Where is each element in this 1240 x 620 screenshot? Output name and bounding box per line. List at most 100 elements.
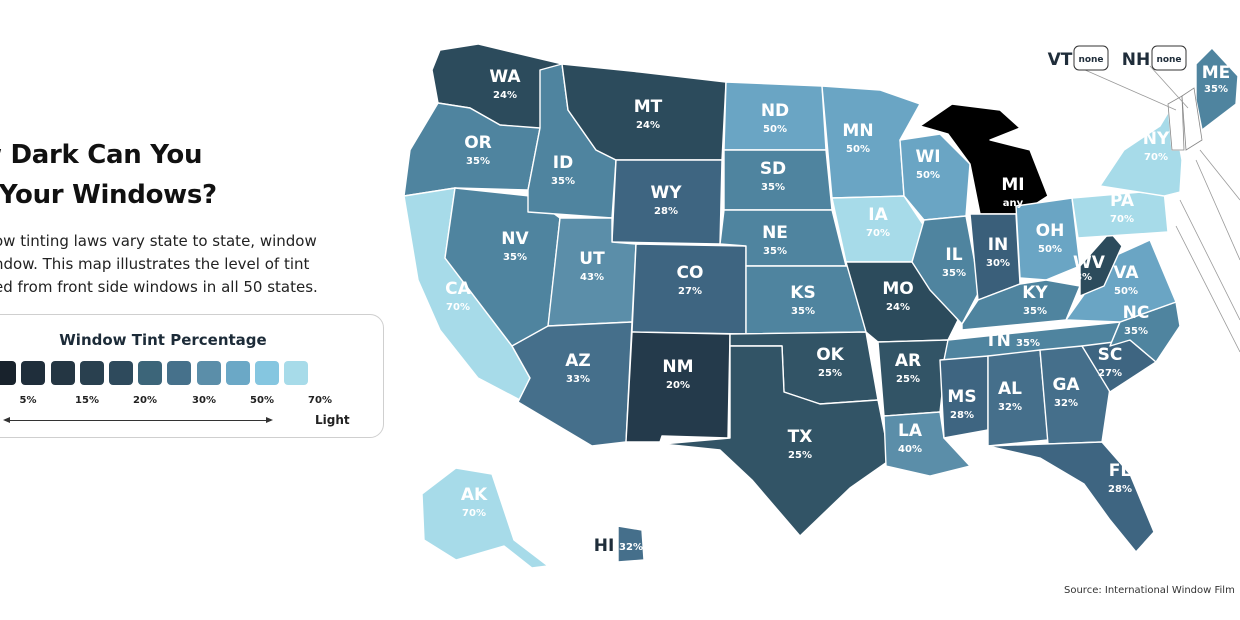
label-nd: ND bbox=[761, 101, 789, 121]
value-co: 27% bbox=[678, 286, 702, 297]
label-tn: TN bbox=[985, 331, 1011, 351]
value-al: 32% bbox=[998, 402, 1022, 413]
ne-leader-2 bbox=[1195, 159, 1240, 261]
legend-label-70: 70% bbox=[308, 395, 332, 406]
legend-light-label: Light bbox=[315, 413, 350, 427]
value-fl: 28% bbox=[1108, 484, 1132, 495]
value-vt: none bbox=[1078, 55, 1103, 65]
label-ky: KY bbox=[1022, 283, 1048, 303]
value-wv: 28% bbox=[1068, 272, 1092, 283]
value-mt: 24% bbox=[636, 120, 660, 131]
label-id: ID bbox=[553, 153, 573, 173]
label-co: CO bbox=[677, 263, 704, 283]
vt-leader bbox=[1075, 65, 1177, 111]
legend-swatch bbox=[196, 361, 221, 385]
state-la bbox=[883, 411, 971, 477]
title-line-1: w Dark Can You bbox=[0, 140, 203, 170]
value-sd: 35% bbox=[761, 182, 785, 193]
nh-callout: NH none bbox=[1122, 45, 1187, 71]
legend-swatch bbox=[225, 361, 250, 385]
value-tn: 35% bbox=[1016, 338, 1040, 349]
value-ut: 43% bbox=[580, 272, 604, 283]
value-tx: 25% bbox=[788, 450, 812, 461]
state-ky bbox=[961, 279, 1081, 331]
value-va: 50% bbox=[1114, 286, 1138, 297]
nh-leader bbox=[1149, 65, 1189, 109]
state-fl bbox=[987, 441, 1155, 553]
vt-outline bbox=[1167, 95, 1185, 151]
legend-swatch bbox=[284, 361, 309, 385]
legend-swatch bbox=[50, 361, 75, 385]
legend-swatch bbox=[167, 361, 192, 385]
label-me: ME bbox=[1202, 63, 1231, 83]
value-nd: 50% bbox=[763, 124, 787, 135]
ne-leader-4 bbox=[1175, 225, 1240, 353]
label-ca: CA bbox=[445, 279, 471, 299]
label-az: AZ bbox=[565, 351, 590, 371]
label-wa: WA bbox=[489, 67, 521, 87]
nh-outline bbox=[1181, 87, 1203, 151]
state-tx bbox=[661, 345, 891, 537]
legend-label-20: 20% bbox=[133, 395, 157, 406]
state-pa bbox=[1071, 189, 1169, 239]
label-fl: FL bbox=[1109, 461, 1132, 481]
label-in: IN bbox=[988, 235, 1009, 255]
legend-label-15: 15% bbox=[75, 395, 99, 406]
label-al: AL bbox=[998, 379, 1022, 399]
label-nv: NV bbox=[501, 229, 529, 249]
legend-label-5: 5% bbox=[19, 395, 37, 406]
state-hi bbox=[617, 525, 645, 563]
legend-swatch bbox=[21, 361, 46, 385]
value-nh: none bbox=[1156, 55, 1181, 65]
value-ak: 70% bbox=[462, 508, 486, 519]
value-ia: 70% bbox=[866, 228, 890, 239]
vt-callout: VT none bbox=[1048, 45, 1109, 71]
state-ak bbox=[421, 467, 549, 569]
label-ga: GA bbox=[1052, 375, 1080, 395]
value-nm: 20% bbox=[666, 380, 690, 391]
label-ms: MS bbox=[947, 387, 976, 407]
state-oh bbox=[1015, 197, 1081, 281]
value-mo: 24% bbox=[886, 302, 910, 313]
hi-callout: HI 32% bbox=[594, 536, 643, 556]
description-line-1: ow tinting laws vary state to state, win… bbox=[0, 232, 317, 250]
value-pa: 70% bbox=[1110, 214, 1134, 225]
value-la: 40% bbox=[898, 444, 922, 455]
state-mi bbox=[919, 103, 1049, 215]
value-wa: 24% bbox=[493, 90, 517, 101]
value-id: 35% bbox=[551, 176, 575, 187]
legend-label-50: 50% bbox=[250, 395, 274, 406]
label-oh: OH bbox=[1036, 221, 1065, 241]
label-ny: NY bbox=[1143, 129, 1170, 149]
label-or: OR bbox=[464, 133, 492, 153]
value-ny: 70% bbox=[1144, 152, 1168, 163]
state-ga bbox=[1039, 345, 1111, 445]
label-mn: MN bbox=[842, 121, 873, 141]
value-ky: 35% bbox=[1023, 306, 1047, 317]
label-sd: SD bbox=[760, 159, 786, 179]
value-ga: 32% bbox=[1054, 398, 1078, 409]
legend-swatch bbox=[255, 361, 279, 385]
label-ak: AK bbox=[461, 485, 488, 505]
description-line-3: ed from front side windows in all 50 sta… bbox=[0, 278, 318, 296]
label-mi: MI bbox=[1001, 175, 1024, 195]
value-hi: 32% bbox=[619, 542, 643, 553]
label-nm: NM bbox=[662, 357, 693, 377]
source-credit: Source: International Window Film bbox=[1064, 585, 1235, 596]
ne-leader-3 bbox=[1179, 199, 1240, 321]
value-mi: any bbox=[1003, 198, 1024, 209]
legend-title: Window Tint Percentage bbox=[59, 331, 267, 349]
label-la: LA bbox=[898, 421, 923, 441]
label-mo: MO bbox=[882, 279, 913, 299]
value-ok: 25% bbox=[818, 368, 842, 379]
value-ca: 70% bbox=[446, 302, 470, 313]
label-nh: NH bbox=[1122, 50, 1150, 70]
label-va: VA bbox=[1113, 263, 1139, 283]
legend-swatch bbox=[109, 361, 133, 385]
value-ks: 35% bbox=[791, 306, 815, 317]
value-mn: 50% bbox=[846, 144, 870, 155]
label-sc: SC bbox=[1098, 345, 1123, 365]
value-in: 30% bbox=[986, 258, 1010, 269]
legend-swatch bbox=[0, 361, 17, 385]
